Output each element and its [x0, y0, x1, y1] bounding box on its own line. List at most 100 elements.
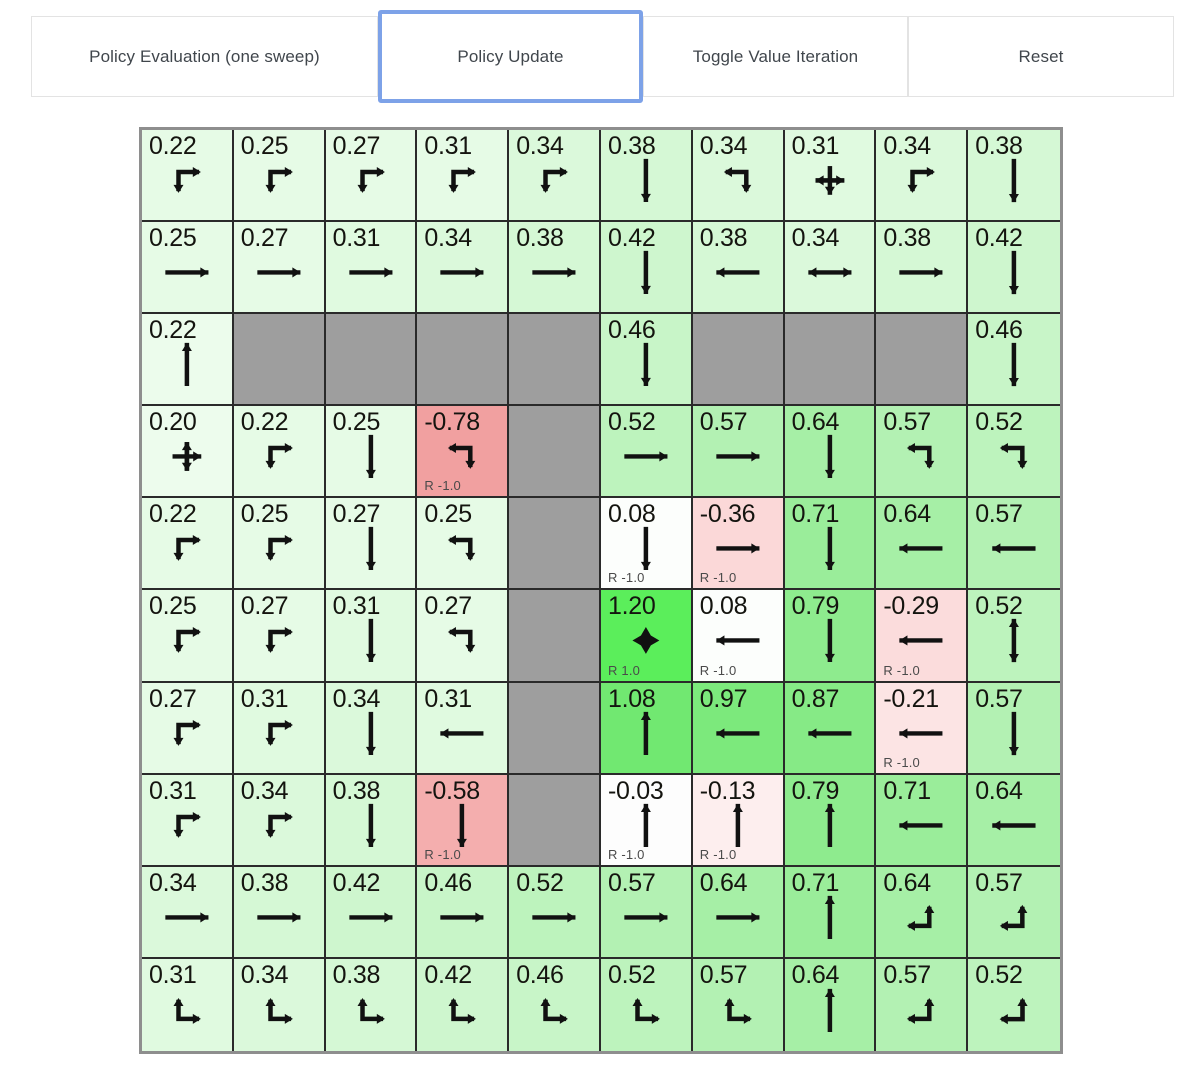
grid-cell-r8-c1[interactable]: 0.38	[233, 866, 326, 959]
grid-cell-r6-c5[interactable]: 1.08	[601, 682, 693, 775]
grid-cell-r8-c3[interactable]: 0.46	[417, 866, 510, 959]
grid-cell-r7-c7[interactable]: 0.79	[784, 774, 877, 867]
grid-cell-r3-c0[interactable]: 0.20	[142, 406, 234, 499]
grid-cell-r1-c5[interactable]: 0.42	[601, 222, 693, 315]
grid-cell-r7-c0[interactable]: 0.31	[142, 774, 234, 867]
grid-cell-r3-c7[interactable]: 0.64	[784, 406, 877, 499]
grid-cell-r9-c2[interactable]: 0.38	[325, 958, 418, 1051]
grid-cell-r0-c3[interactable]: 0.31	[417, 130, 510, 223]
grid-cell-r6-c9[interactable]: 0.57	[968, 682, 1060, 775]
grid-cell-r8-c0[interactable]: 0.34	[142, 866, 234, 959]
grid-cell-r3-c3[interactable]: -0.78 R -1.0	[417, 406, 510, 499]
grid-cell-r0-c1[interactable]: 0.25	[233, 130, 326, 223]
grid-cell-r9-c6[interactable]: 0.57	[692, 958, 785, 1051]
grid-cell-r1-c9[interactable]: 0.42	[968, 222, 1060, 315]
grid-cell-r9-c9[interactable]: 0.52	[968, 958, 1060, 1051]
grid-cell-r9-c5[interactable]: 0.52	[601, 958, 693, 1051]
grid-cell-r0-c5[interactable]: 0.38	[601, 130, 693, 223]
grid-cell-r5-c3[interactable]: 0.27	[417, 590, 510, 683]
grid-cell-wall-r7-c4[interactable]	[509, 774, 601, 867]
grid-cell-r3-c2[interactable]: 0.25	[325, 406, 418, 499]
grid-cell-r2-c0[interactable]: 0.22	[142, 314, 234, 407]
grid-cell-r5-c0[interactable]: 0.25	[142, 590, 234, 683]
grid-cell-r1-c6[interactable]: 0.38	[692, 222, 785, 315]
grid-cell-wall-r2-c3[interactable]	[417, 314, 510, 407]
grid-cell-wall-r2-c6[interactable]	[692, 314, 785, 407]
grid-cell-r6-c3[interactable]: 0.31	[417, 682, 510, 775]
grid-cell-r9-c3[interactable]: 0.42	[417, 958, 510, 1051]
grid-cell-r0-c4[interactable]: 0.34	[509, 130, 601, 223]
grid-cell-r4-c0[interactable]: 0.22	[142, 498, 234, 591]
grid-cell-r3-c5[interactable]: 0.52	[601, 406, 693, 499]
grid-cell-r4-c2[interactable]: 0.27	[325, 498, 418, 591]
grid-cell-r4-c1[interactable]: 0.25	[233, 498, 326, 591]
grid-cell-r4-c6[interactable]: -0.36 R -1.0	[692, 498, 785, 591]
grid-cell-wall-r4-c4[interactable]	[509, 498, 601, 591]
grid-cell-r5-c8[interactable]: -0.29 R -1.0	[876, 590, 969, 683]
grid-cell-r5-c6[interactable]: 0.08 R -1.0	[692, 590, 785, 683]
grid-cell-r7-c3[interactable]: -0.58 R -1.0	[417, 774, 510, 867]
grid-cell-r9-c0[interactable]: 0.31	[142, 958, 234, 1051]
grid-cell-r6-c2[interactable]: 0.34	[325, 682, 418, 775]
grid-cell-wall-r5-c4[interactable]	[509, 590, 601, 683]
grid-cell-r1-c7[interactable]: 0.34	[784, 222, 877, 315]
grid-cell-wall-r2-c4[interactable]	[509, 314, 601, 407]
grid-cell-r5-c5[interactable]: 1.20 R 1.0	[601, 590, 693, 683]
grid-cell-r0-c0[interactable]: 0.22	[142, 130, 234, 223]
grid-cell-r9-c4[interactable]: 0.46	[509, 958, 601, 1051]
grid-cell-r5-c9[interactable]: 0.52	[968, 590, 1060, 683]
grid-cell-r0-c2[interactable]: 0.27	[325, 130, 418, 223]
grid-cell-r6-c0[interactable]: 0.27	[142, 682, 234, 775]
grid-cell-r6-c6[interactable]: 0.97	[692, 682, 785, 775]
grid-cell-r1-c2[interactable]: 0.31	[325, 222, 418, 315]
grid-cell-r1-c3[interactable]: 0.34	[417, 222, 510, 315]
grid-cell-r0-c6[interactable]: 0.34	[692, 130, 785, 223]
grid-cell-r6-c7[interactable]: 0.87	[784, 682, 877, 775]
grid-cell-r0-c8[interactable]: 0.34	[876, 130, 969, 223]
toolbar-button-policy-update[interactable]: Policy Update	[378, 10, 643, 103]
grid-cell-r5-c2[interactable]: 0.31	[325, 590, 418, 683]
grid-cell-r4-c5[interactable]: 0.08 R -1.0	[601, 498, 693, 591]
grid-cell-wall-r2-c1[interactable]	[233, 314, 326, 407]
grid-cell-r3-c6[interactable]: 0.57	[692, 406, 785, 499]
grid-cell-r4-c8[interactable]: 0.64	[876, 498, 969, 591]
grid-cell-r8-c2[interactable]: 0.42	[325, 866, 418, 959]
grid-cell-r6-c1[interactable]: 0.31	[233, 682, 326, 775]
grid-cell-r1-c0[interactable]: 0.25	[142, 222, 234, 315]
grid-cell-r1-c4[interactable]: 0.38	[509, 222, 601, 315]
grid-cell-r0-c9[interactable]: 0.38	[968, 130, 1060, 223]
grid-cell-r3-c1[interactable]: 0.22	[233, 406, 326, 499]
grid-cell-r5-c1[interactable]: 0.27	[233, 590, 326, 683]
grid-cell-r8-c6[interactable]: 0.64	[692, 866, 785, 959]
grid-cell-r6-c8[interactable]: -0.21 R -1.0	[876, 682, 969, 775]
grid-cell-r7-c5[interactable]: -0.03 R -1.0	[601, 774, 693, 867]
grid-cell-r9-c1[interactable]: 0.34	[233, 958, 326, 1051]
grid-cell-r8-c7[interactable]: 0.71	[784, 866, 877, 959]
grid-cell-r1-c8[interactable]: 0.38	[876, 222, 969, 315]
grid-cell-r3-c9[interactable]: 0.52	[968, 406, 1060, 499]
grid-cell-wall-r3-c4[interactable]	[509, 406, 601, 499]
grid-cell-r8-c4[interactable]: 0.52	[509, 866, 601, 959]
grid-cell-r4-c3[interactable]: 0.25	[417, 498, 510, 591]
grid-cell-r7-c8[interactable]: 0.71	[876, 774, 969, 867]
grid-cell-wall-r2-c8[interactable]	[876, 314, 969, 407]
toolbar-button-toggle-value-iteration[interactable]: Toggle Value Iteration	[643, 16, 908, 97]
grid-cell-r2-c9[interactable]: 0.46	[968, 314, 1060, 407]
grid-cell-r3-c8[interactable]: 0.57	[876, 406, 969, 499]
grid-cell-r9-c8[interactable]: 0.57	[876, 958, 969, 1051]
toolbar-button-reset[interactable]: Reset	[908, 16, 1174, 97]
grid-cell-wall-r2-c7[interactable]	[784, 314, 877, 407]
grid-cell-r8-c5[interactable]: 0.57	[601, 866, 693, 959]
grid-cell-r8-c8[interactable]: 0.64	[876, 866, 969, 959]
grid-cell-r7-c1[interactable]: 0.34	[233, 774, 326, 867]
grid-cell-r9-c7[interactable]: 0.64	[784, 958, 877, 1051]
grid-cell-r7-c9[interactable]: 0.64	[968, 774, 1060, 867]
grid-cell-wall-r6-c4[interactable]	[509, 682, 601, 775]
grid-cell-r4-c7[interactable]: 0.71	[784, 498, 877, 591]
toolbar-button-policy-evaluation-one-sweep[interactable]: Policy Evaluation (one sweep)	[31, 16, 378, 97]
grid-cell-r7-c6[interactable]: -0.13 R -1.0	[692, 774, 785, 867]
grid-cell-r5-c7[interactable]: 0.79	[784, 590, 877, 683]
grid-cell-r2-c5[interactable]: 0.46	[601, 314, 693, 407]
grid-cell-r1-c1[interactable]: 0.27	[233, 222, 326, 315]
grid-cell-r4-c9[interactable]: 0.57	[968, 498, 1060, 591]
